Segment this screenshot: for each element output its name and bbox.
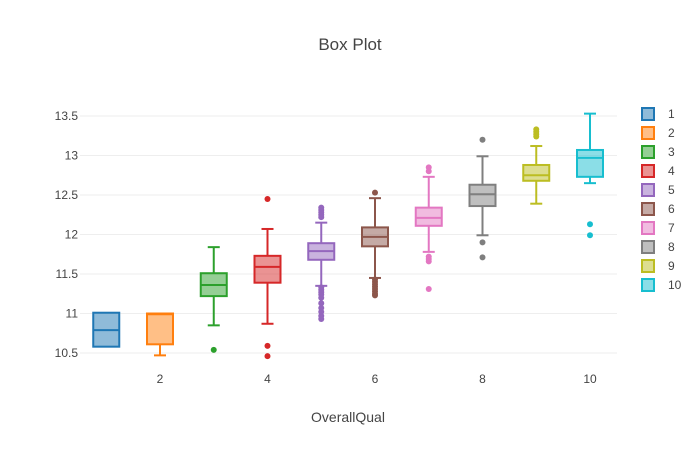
legend-swatch (641, 126, 655, 140)
box-trace-1 (92, 311, 121, 348)
outlier-point (479, 239, 486, 246)
boxes (92, 112, 604, 360)
outlier-point (210, 346, 217, 353)
legend-label: 10 (668, 278, 682, 292)
outlier-point (425, 258, 432, 265)
box-trace-4 (253, 195, 282, 360)
outlier-point (318, 300, 325, 307)
box-trace-3 (199, 246, 228, 353)
legend-swatch (641, 107, 655, 121)
legend-swatch (641, 259, 655, 273)
outlier-point (372, 189, 378, 196)
legend-item-10[interactable]: 10 (641, 278, 682, 292)
box-trace-5 (307, 204, 336, 323)
y-tick-label: 11 (66, 307, 79, 321)
outlier-point (425, 286, 432, 293)
outlier-point (264, 342, 271, 349)
legend-item-4[interactable]: 4 (641, 164, 675, 178)
y-tick-label: 13 (65, 149, 79, 163)
box (253, 254, 282, 284)
chart-title: Box Plot (318, 35, 382, 54)
box-trace-10 (576, 112, 604, 239)
box (146, 312, 174, 346)
box-trace-6 (361, 189, 389, 299)
legend-swatch (641, 202, 655, 216)
legend-swatch (641, 183, 655, 197)
box-trace-9 (522, 126, 551, 205)
y-tick-label: 13.5 (55, 109, 79, 123)
outlier-point (318, 294, 325, 301)
legend-swatch (641, 164, 655, 178)
outlier-point (318, 316, 325, 323)
legend-swatch (641, 240, 655, 254)
outlier-point (264, 195, 271, 202)
x-tick-label: 6 (372, 372, 379, 386)
legend-label: 3 (668, 145, 675, 159)
legend-item-8[interactable]: 8 (641, 240, 675, 254)
legend-item-9[interactable]: 9 (641, 259, 675, 273)
legend-label: 4 (668, 164, 675, 178)
outlier-point (264, 353, 271, 360)
legend-label: 1 (668, 107, 675, 121)
box-trace-2 (146, 312, 174, 357)
legend-item-5[interactable]: 5 (641, 183, 675, 197)
legend-label: 5 (668, 183, 675, 197)
legend-item-1[interactable]: 1 (641, 107, 675, 121)
y-tick-label: 12.5 (55, 188, 79, 202)
y-tick-label: 12 (65, 228, 79, 242)
outlier-point (425, 168, 432, 175)
y-axis-ticks: 10.5 11 11.5 12 12.5 13 13.5 (55, 109, 79, 360)
legend-item-3[interactable]: 3 (641, 145, 675, 159)
x-tick-label: 4 (264, 372, 271, 386)
legend-item-6[interactable]: 6 (641, 202, 675, 216)
legend-label: 2 (668, 126, 675, 140)
box-trace-7 (414, 164, 443, 293)
box-trace-8 (468, 136, 497, 261)
legend-item-2[interactable]: 2 (641, 126, 675, 140)
outlier-point (587, 221, 593, 228)
outlier-point (479, 254, 486, 261)
x-tick-label: 2 (157, 372, 164, 386)
outlier-point (318, 214, 325, 221)
box (576, 148, 604, 178)
y-tick-label: 10.5 (55, 346, 79, 360)
legend-label: 9 (668, 259, 675, 273)
x-axis-ticks: 2 4 6 8 10 (157, 372, 597, 386)
box (468, 183, 497, 208)
legend-swatch (641, 145, 655, 159)
legend-swatch (641, 278, 655, 292)
outlier-point (479, 136, 486, 143)
outlier-point (533, 133, 540, 140)
outlier-point (372, 292, 378, 299)
box (522, 163, 551, 182)
x-tick-label: 10 (583, 372, 597, 386)
x-axis-title: OverallQual (311, 409, 385, 425)
legend-label: 6 (668, 202, 675, 216)
box (414, 206, 443, 227)
legend-label: 7 (668, 221, 675, 235)
legend: 1 2 3 4 5 6 7 8 9 10 (641, 107, 682, 292)
legend-label: 8 (668, 240, 675, 254)
legend-swatch (641, 221, 655, 235)
y-tick-label: 11.5 (56, 267, 79, 281)
outlier-point (587, 232, 593, 239)
x-tick-label: 8 (479, 372, 486, 386)
legend-item-7[interactable]: 7 (641, 221, 675, 235)
